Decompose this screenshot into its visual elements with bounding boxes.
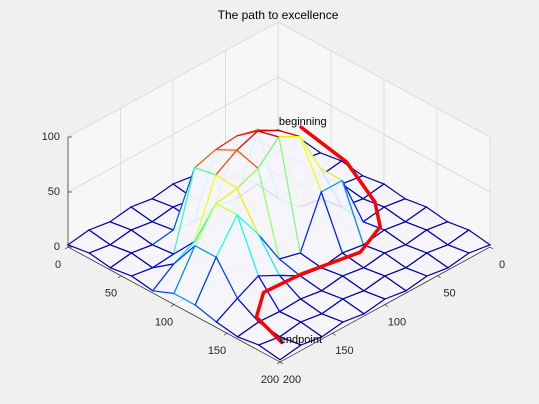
z-tick-label: 100	[42, 131, 60, 143]
x-tick-label: 100	[155, 316, 173, 328]
x-tick-label: 200	[261, 374, 279, 386]
surface-cell	[257, 336, 303, 361]
tick-mark	[64, 246, 69, 250]
tick-mark	[170, 304, 175, 307]
annotation: beginning	[279, 116, 327, 128]
x-tick-label: 50	[105, 288, 117, 300]
tick-mark	[489, 246, 494, 250]
tick-mark	[332, 332, 336, 336]
x-tick-label: 0	[55, 259, 61, 271]
y-tick-label: 100	[388, 316, 406, 328]
tick-mark	[276, 361, 281, 365]
tick-mark	[223, 332, 228, 336]
y-tick-label: 50	[443, 288, 455, 300]
y-tick-label: 200	[283, 374, 301, 386]
path-line	[254, 125, 382, 345]
tick-mark	[279, 361, 284, 365]
x-tick-label: 150	[208, 345, 226, 357]
y-tick-label: 0	[499, 259, 505, 271]
y-tick-label: 150	[335, 345, 353, 357]
annotation: endpoint	[280, 334, 322, 346]
chart-title: The path to excellence	[218, 8, 339, 22]
tick-mark	[384, 304, 389, 307]
z-tick-label: 0	[54, 241, 60, 253]
tick-mark	[117, 275, 122, 279]
z-tick-label: 50	[48, 186, 60, 198]
tick-mark	[437, 275, 441, 279]
